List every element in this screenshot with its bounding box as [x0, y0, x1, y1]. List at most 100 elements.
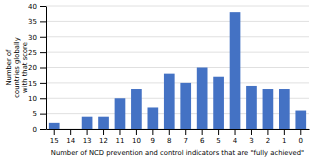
- bars: [49, 12, 306, 129]
- grid: [46, 6, 309, 129]
- tick-mark: [40, 37, 46, 38]
- tick-mark: [40, 114, 46, 115]
- tick-label: 15: [50, 137, 59, 145]
- x-tick: 15: [50, 129, 59, 145]
- tick-label: 12: [99, 137, 108, 145]
- tick-label: 11: [116, 137, 125, 145]
- y-axis-title-line: countries globally: [13, 37, 21, 97]
- tick-label: 8: [167, 137, 171, 145]
- tick-mark: [40, 98, 46, 99]
- grid-line: [46, 67, 309, 68]
- x-tick: 4: [233, 129, 238, 145]
- tick-label: 0: [33, 126, 37, 134]
- x-tick: 8: [167, 129, 171, 145]
- y-axis-title-line: Number of: [5, 49, 13, 86]
- y-tick: 0: [33, 126, 46, 134]
- x-tick: 12: [99, 129, 108, 145]
- grid-line: [46, 6, 309, 7]
- tick-mark: [40, 129, 46, 130]
- tick-mark: [152, 129, 153, 135]
- chart: 15141312111098765432100510152025303540Nu…: [0, 0, 317, 159]
- tick-mark: [119, 129, 120, 135]
- x-tick: 6: [200, 129, 205, 145]
- tick-label: 6: [200, 137, 205, 145]
- tick-label: 40: [28, 3, 37, 11]
- x-tick: 9: [151, 129, 155, 145]
- tick-mark: [251, 129, 252, 135]
- bar: [82, 117, 93, 129]
- tick-mark: [185, 129, 186, 135]
- bar: [213, 77, 224, 129]
- tick-label: 25: [28, 49, 37, 57]
- x-axis-title: Number of NCD prevention and control ind…: [51, 149, 304, 157]
- tick-mark: [40, 68, 46, 69]
- tick-label: 7: [183, 137, 187, 145]
- y-tick: 35: [28, 18, 46, 26]
- tick-label: 13: [83, 137, 92, 145]
- bar: [230, 12, 241, 129]
- tick-label: 4: [233, 137, 238, 145]
- tick-mark: [235, 129, 236, 135]
- tick-label: 20: [28, 64, 37, 72]
- tick-mark: [87, 129, 88, 135]
- x-axis: 1514131211109876543210: [47, 129, 310, 145]
- grid-line: [46, 21, 309, 22]
- axis-line: [47, 129, 310, 130]
- tick-mark: [169, 129, 170, 135]
- tick-mark: [284, 129, 285, 135]
- tick-label: 1: [282, 137, 286, 145]
- tick-label: 2: [266, 137, 270, 145]
- x-tick: 7: [183, 129, 187, 145]
- grid-line: [46, 82, 309, 83]
- grid-line: [46, 52, 309, 53]
- tick-mark: [40, 6, 46, 7]
- tick-label: 14: [66, 137, 75, 145]
- tick-label: 10: [132, 137, 141, 145]
- bar: [279, 89, 290, 129]
- grid-line: [46, 36, 309, 37]
- x-tick: 11: [116, 129, 125, 145]
- bar: [148, 107, 159, 129]
- y-tick: 10: [28, 95, 46, 103]
- x-tick: 2: [266, 129, 270, 145]
- y-tick: 5: [33, 110, 46, 118]
- tick-mark: [218, 129, 219, 135]
- bar: [295, 111, 306, 129]
- tick-mark: [103, 129, 104, 135]
- tick-mark: [136, 129, 137, 135]
- bar: [197, 68, 208, 130]
- tick-label: 3: [249, 137, 253, 145]
- bar: [263, 89, 274, 129]
- bar: [180, 83, 191, 129]
- x-tick: 13: [83, 129, 92, 145]
- tick-label: 35: [28, 18, 37, 26]
- x-tick: 0: [299, 129, 303, 145]
- tick-mark: [300, 129, 301, 135]
- y-axis: 0 5 10 15 20 25 30 35 40: [28, 3, 46, 134]
- y-tick: 30: [28, 33, 46, 41]
- tick-mark: [40, 83, 46, 84]
- tick-mark: [70, 129, 71, 135]
- y-tick: 15: [28, 80, 46, 88]
- bar: [131, 89, 142, 129]
- tick-mark: [54, 129, 55, 135]
- y-axis-title: Number ofcountries globallywith that sco…: [5, 37, 29, 97]
- bar: [49, 123, 60, 129]
- tick-label: 5: [33, 110, 37, 118]
- tick-label: 0: [299, 137, 303, 145]
- bar: [65, 129, 76, 130]
- tick-label: 15: [28, 80, 37, 88]
- bar: [164, 74, 175, 129]
- y-axis-title-line: with that score: [21, 42, 29, 93]
- x-tick: 1: [282, 129, 286, 145]
- tick-mark: [40, 21, 46, 22]
- x-tick: 10: [132, 129, 141, 145]
- tick-label: 10: [28, 95, 37, 103]
- plot: 15141312111098765432100510152025303540: [28, 3, 309, 145]
- bar: [115, 98, 126, 129]
- y-tick: 20: [28, 64, 46, 72]
- x-tick: 14: [66, 129, 75, 145]
- y-tick: 40: [28, 3, 46, 11]
- axis-line: [46, 7, 47, 130]
- tick-mark: [267, 129, 268, 135]
